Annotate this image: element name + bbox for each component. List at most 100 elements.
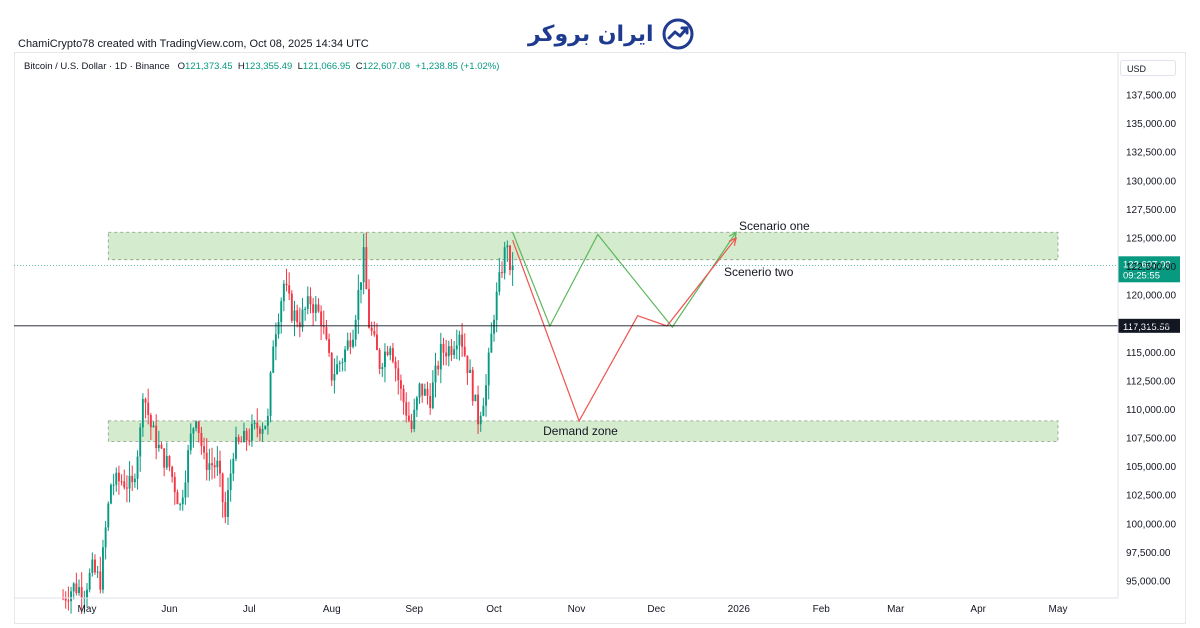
candle-body — [86, 589, 88, 598]
candle-body — [235, 437, 237, 459]
x-tick-label: Apr — [970, 604, 986, 615]
candle-body — [474, 394, 477, 402]
candle-body — [285, 283, 288, 286]
candle-body — [312, 304, 315, 313]
candle-body — [426, 388, 429, 396]
candle-body — [360, 282, 362, 290]
candle-body — [344, 349, 346, 362]
candle-body — [250, 423, 253, 441]
candle-body — [189, 433, 192, 451]
open-key: O — [177, 61, 186, 72]
x-tick-label: Aug — [323, 604, 341, 615]
candle-body — [155, 425, 158, 449]
candle-body — [320, 311, 323, 326]
candle-body — [91, 559, 94, 573]
candle-body — [200, 432, 203, 447]
candle-body — [415, 397, 418, 410]
candle-body — [168, 456, 171, 467]
y-tick-label: 130,000.00 — [1126, 176, 1176, 187]
candle-body — [325, 327, 328, 340]
y-tick-label: 100,000.00 — [1126, 519, 1176, 530]
candle-body — [466, 355, 469, 373]
candle-body — [298, 322, 301, 328]
candle-body — [195, 421, 198, 429]
candle-body — [72, 583, 75, 592]
candle-body — [410, 420, 413, 429]
candle-body — [128, 475, 131, 489]
chart-frame — [14, 52, 1186, 624]
candle-body — [205, 452, 208, 470]
candle-body — [384, 351, 386, 368]
candle-body — [330, 352, 333, 381]
candle-body — [192, 428, 195, 434]
candle-body — [431, 382, 434, 408]
symbol-label: Bitcoin / U.S. Dollar · 1D · Binance — [24, 61, 170, 72]
y-tick-label: 117,500.00 — [1126, 319, 1176, 330]
candle-body — [157, 444, 160, 449]
candle-body — [80, 587, 83, 599]
candle-body — [373, 331, 376, 335]
candle-body — [107, 503, 110, 528]
candle-body — [389, 348, 392, 356]
x-tick-label: Oct — [486, 604, 502, 615]
candle-body — [70, 591, 72, 602]
candle-body — [357, 289, 360, 320]
candle-body — [485, 385, 487, 406]
candle-body — [501, 272, 503, 274]
candle-body — [429, 395, 432, 408]
x-tick-label: Sep — [405, 604, 423, 615]
scenario-line — [512, 231, 737, 329]
low-key: L — [297, 61, 303, 72]
candle-body — [149, 414, 152, 428]
candle-body — [248, 440, 251, 442]
x-tick-label: May — [78, 604, 97, 615]
candle-body — [498, 272, 501, 292]
candle-body — [274, 334, 277, 347]
x-tick-label: Mar — [887, 604, 905, 615]
countdown-label: 09:25:55 — [1123, 270, 1160, 281]
candle-body — [96, 571, 99, 573]
candle-body — [301, 309, 304, 328]
candle-body — [463, 346, 466, 356]
y-tick-label: 110,000.00 — [1126, 405, 1176, 416]
candle-body — [181, 497, 184, 505]
candle-body — [317, 304, 320, 312]
candle-body — [370, 327, 373, 332]
candle-body — [511, 265, 514, 271]
candle-body — [67, 600, 70, 602]
candle-body — [229, 473, 232, 491]
candle-body — [503, 247, 506, 274]
candle-body — [421, 383, 424, 396]
scenario-label: Scenerio two — [724, 265, 794, 279]
candle-body — [455, 345, 458, 350]
candle-body — [333, 374, 336, 381]
candle-body — [453, 349, 456, 355]
candle-body — [495, 291, 498, 320]
candle-body — [88, 572, 91, 590]
candle-body — [290, 293, 293, 321]
tradingview-credit: ChamiCrypto78 created with TradingView.c… — [18, 38, 369, 50]
candle-body — [469, 369, 472, 373]
high-key: H — [237, 61, 245, 72]
level-price-tag — [1118, 318, 1180, 333]
candle-body — [376, 334, 378, 350]
candle-body — [402, 388, 405, 403]
candle-body — [115, 472, 118, 485]
y-tick-label: 120,000.00 — [1126, 291, 1176, 302]
candle-body — [64, 598, 67, 601]
candle-body — [163, 448, 166, 468]
close-key: C — [355, 61, 363, 72]
candle-body — [362, 247, 365, 283]
candle-body — [386, 351, 389, 356]
candle-body — [78, 587, 80, 594]
y-tick-label: 112,500.00 — [1126, 376, 1176, 387]
candle-body — [458, 334, 461, 346]
candle-body — [477, 394, 480, 425]
close-value: 122,607.08 — [362, 61, 411, 72]
y-tick-label: 125,000.00 — [1126, 233, 1176, 244]
currency-selector[interactable]: USD — [1120, 60, 1176, 76]
last-price-tag — [1118, 256, 1180, 283]
scenario-line — [512, 237, 737, 423]
candle-body — [256, 422, 259, 429]
